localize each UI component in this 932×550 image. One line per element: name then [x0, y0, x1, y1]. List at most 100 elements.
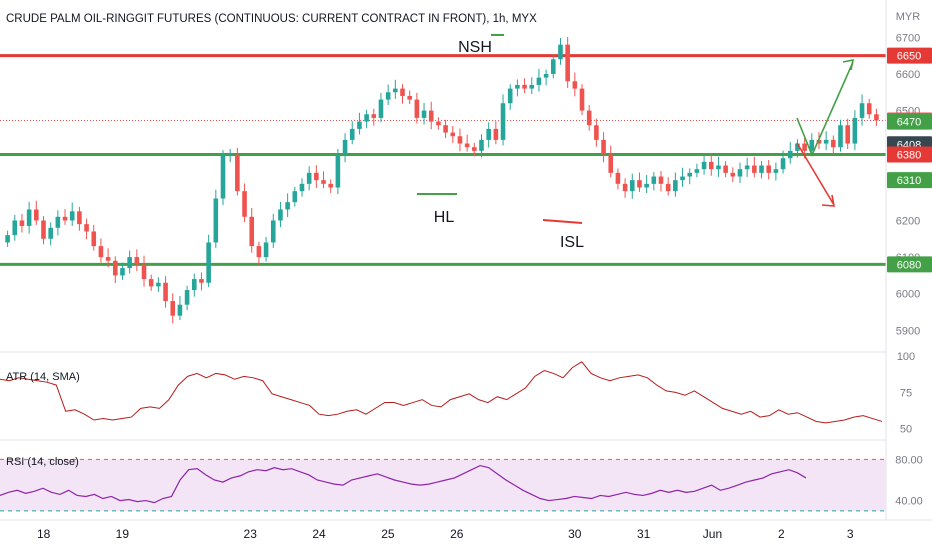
currency-label: MYR [896, 11, 921, 23]
candle [5, 230, 10, 247]
candle [472, 142, 477, 157]
candle [615, 168, 621, 190]
candle [414, 93, 420, 124]
candle [543, 69, 549, 86]
candle [199, 272, 204, 291]
candle [134, 249, 140, 272]
candle [357, 112, 362, 135]
candle [393, 79, 398, 99]
candle [831, 135, 836, 155]
candle [651, 172, 657, 191]
candle [270, 213, 276, 248]
annotations: NSH HL ISL [417, 34, 855, 251]
candle [787, 142, 793, 164]
candle [795, 139, 800, 158]
candle [730, 167, 736, 183]
candle [306, 166, 312, 191]
candle [428, 101, 434, 130]
candle [191, 273, 197, 297]
candle [780, 150, 786, 174]
candle [486, 122, 491, 148]
candle [773, 162, 779, 181]
candle [335, 149, 341, 195]
rsi-band [0, 459, 886, 511]
candle [464, 134, 470, 152]
candle [48, 222, 53, 246]
candle [321, 171, 326, 189]
candle [285, 193, 290, 218]
candle [34, 200, 39, 225]
price-label-6310: 6310 [887, 172, 932, 189]
price-axis: 5900600061006200630064006500660067006650… [887, 32, 932, 337]
candle [809, 133, 815, 156]
candle [500, 94, 506, 146]
rsi-pane: 40.00 80.00 [0, 454, 923, 512]
candle [371, 108, 377, 126]
price-tick-label: 6200 [896, 215, 920, 227]
candle [263, 236, 269, 262]
bearish-arrowhead-icon [821, 194, 835, 207]
time-tick-label: 19 [116, 527, 130, 541]
candle [342, 133, 348, 163]
candle [586, 105, 592, 131]
candle [299, 178, 305, 197]
rsi-label: RSI (14, close) [6, 456, 79, 468]
candle [91, 224, 97, 251]
svg-text:6470: 6470 [897, 117, 921, 129]
candle [213, 189, 219, 248]
candle [859, 94, 865, 126]
candle [242, 183, 247, 223]
candle [550, 53, 556, 79]
isl-label: ISL [560, 234, 584, 251]
candle [644, 175, 649, 193]
candle [349, 121, 355, 145]
candle [536, 68, 542, 92]
price-tick-label: 5900 [896, 325, 920, 337]
candle [120, 262, 125, 280]
candle [177, 295, 183, 321]
candle [141, 255, 147, 287]
candle [98, 238, 104, 263]
candle [866, 98, 872, 119]
candle [12, 214, 18, 241]
candle [227, 149, 233, 163]
candle [69, 202, 75, 226]
svg-text:6650: 6650 [897, 51, 921, 63]
candle [823, 131, 829, 151]
atr-tick-label: 100 [897, 351, 915, 363]
candle [637, 172, 642, 192]
candle [62, 209, 68, 225]
candle [766, 160, 772, 180]
hl-label: HL [434, 209, 455, 226]
candle [26, 201, 32, 234]
svg-text:6310: 6310 [897, 175, 921, 187]
candle [457, 128, 463, 152]
candle [479, 134, 484, 158]
price-tick-label: 6000 [896, 289, 920, 301]
time-tick-label: 31 [637, 527, 651, 541]
candle [845, 118, 850, 150]
candle [558, 38, 563, 65]
candle [41, 216, 46, 245]
rsi-tick-label: 80.00 [895, 454, 923, 466]
candle [421, 102, 427, 125]
price-label-6650: 6650 [887, 47, 932, 64]
candle [744, 157, 750, 177]
atr-line [0, 361, 883, 424]
candle [515, 79, 520, 97]
candle [594, 118, 599, 147]
time-tick-label: 2 [778, 527, 785, 541]
candle [184, 285, 190, 311]
candle [752, 156, 757, 178]
candle [572, 72, 578, 97]
time-axis: 18 19 23 24 25 26 30 31 Jun 2 3 [37, 527, 854, 541]
chart-title: CRUDE PALM OIL-RINGGIT FUTURES (CONTINUO… [6, 13, 537, 25]
price-tick-label: 6600 [896, 69, 920, 81]
nsh-label: NSH [458, 39, 492, 56]
candle [737, 162, 743, 184]
candle [680, 167, 685, 187]
time-tick-label: 18 [37, 527, 51, 541]
rsi-line [0, 464, 807, 504]
candle [163, 276, 168, 308]
